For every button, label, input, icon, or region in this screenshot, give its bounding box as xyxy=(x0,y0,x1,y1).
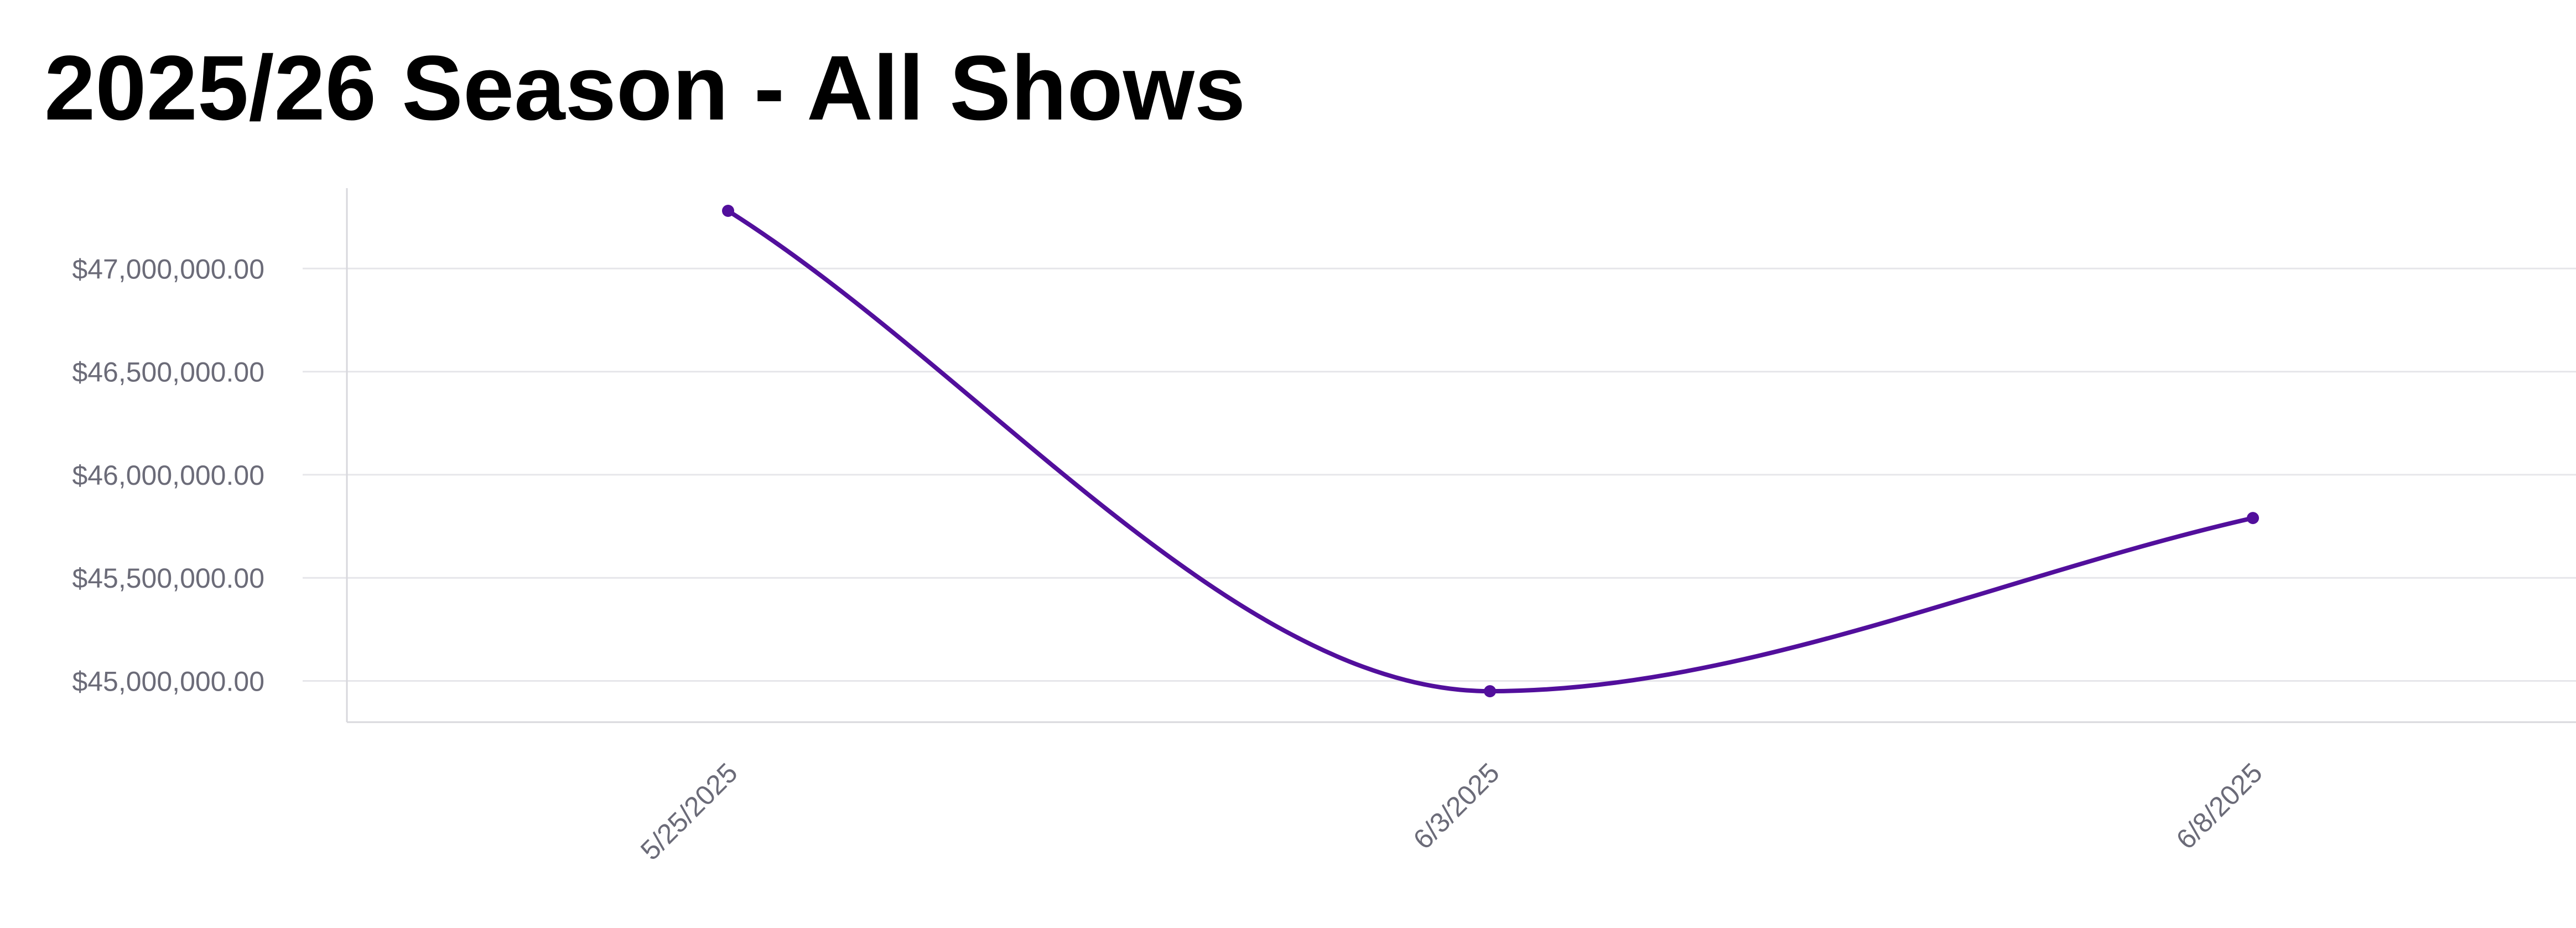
x-tick-label: 5/25/2025 xyxy=(635,757,744,866)
data-point xyxy=(722,204,734,217)
series-line xyxy=(726,208,2255,694)
x-tick-label: 6/3/2025 xyxy=(1408,757,1505,855)
data-point xyxy=(1484,685,1496,698)
data-point xyxy=(2247,512,2259,525)
y-tick-label: $45,000,000.00 xyxy=(72,666,264,697)
y-tick-label: $45,500,000.00 xyxy=(72,563,264,594)
y-tick-label: $46,500,000.00 xyxy=(72,357,264,388)
y-tick-label: $46,000,000.00 xyxy=(72,460,264,491)
y-tick-label: $47,000,000.00 xyxy=(72,253,264,284)
chart-title: 2025/26 Season - All Shows xyxy=(44,37,1246,139)
x-tick-label: 6/8/2025 xyxy=(2170,757,2268,855)
